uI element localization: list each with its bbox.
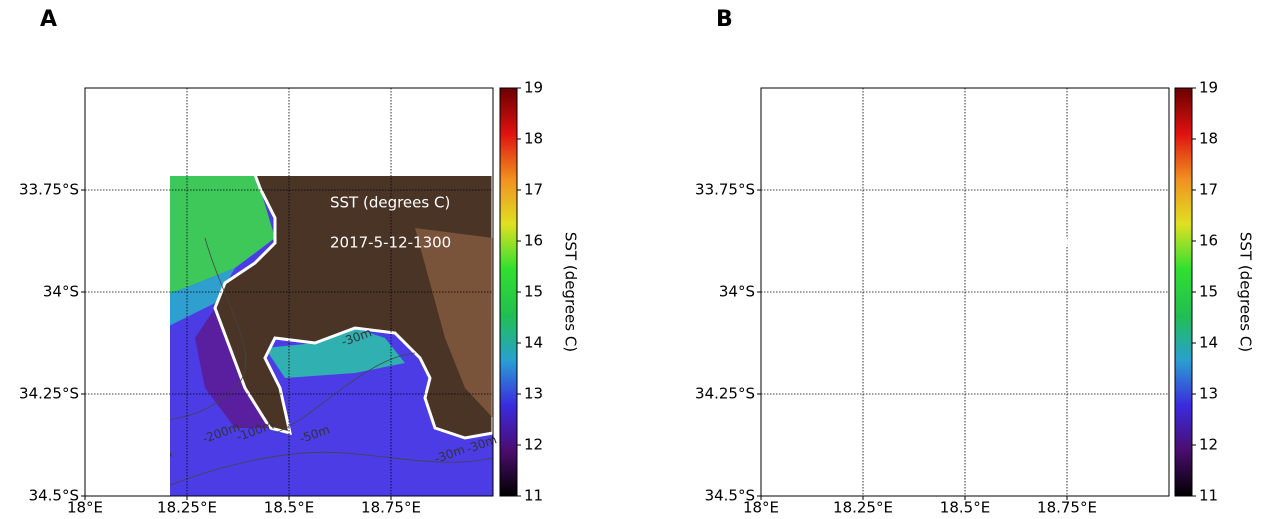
colorbar-tick-label: 13 [524, 385, 543, 403]
map-frame [760, 87, 1170, 497]
colorbar-tick-label: 18 [524, 130, 543, 148]
x-tick-label: 18°E [67, 499, 103, 517]
contour-line [951, 353, 1091, 433]
annotation: VIIRS L2 RR [1006, 154, 1093, 172]
colorbar-label: SST (degrees C) [1237, 232, 1255, 352]
sst-region [170, 268, 235, 326]
sst-region [85, 388, 165, 496]
contour-label: -300m [132, 446, 173, 472]
y-tick-label: 33.75°S [19, 181, 79, 199]
x-tick-label: 18.75°E [1037, 499, 1097, 517]
colorbar-label: SST (degrees C) [562, 232, 580, 352]
land-highlight [415, 228, 493, 418]
contour-label: -30m [1015, 325, 1049, 349]
x-tick-label: 18.25°E [157, 499, 217, 517]
x-tick-label: 18.5°E [940, 499, 990, 517]
annotation: 2017-5-12-1300 [330, 234, 451, 252]
colorbar [1174, 87, 1193, 497]
contour-label: -50m [973, 422, 1007, 446]
colorbar-tick-label: 14 [1199, 334, 1218, 352]
colorbar-tick-label: 19 [524, 79, 543, 97]
colorbar-tick-label: 12 [1199, 436, 1218, 454]
colorbar-tick-label: 16 [524, 232, 543, 250]
colorbar-tick-label: 19 [1199, 79, 1218, 97]
colorbar-tick-label: 17 [524, 181, 543, 199]
map-panel: A -300m-200m-100m -50m-30m-30m-30m 18°E 18.2… [19, 7, 579, 517]
map-frame [84, 87, 494, 497]
contour-label: -50m [1108, 442, 1142, 466]
contour-line [170, 237, 247, 420]
annotation: SST (degrees C) [1006, 194, 1126, 212]
contour-label: -100m [910, 418, 951, 444]
x-tick-label: 18.75°E [361, 499, 421, 517]
colorbar-tick-label: 12 [524, 436, 543, 454]
panel-label: A [40, 7, 57, 32]
colorbar-tick-label: 17 [1199, 181, 1218, 199]
y-tick-label: 34.25°S [19, 385, 79, 403]
x-tick-label: 18.5°E [264, 499, 314, 517]
contour-label: -300m [808, 446, 849, 472]
colorbar-tick-label: 11 [524, 487, 543, 505]
sst-region [761, 88, 951, 373]
colorbar-tick-label: 13 [1199, 385, 1218, 403]
panel-label: B [716, 7, 733, 32]
y-tick-label: 34.5°S [705, 487, 755, 505]
colorbar-tick-label: 15 [524, 283, 543, 301]
colorbar [499, 87, 518, 497]
contour-line [821, 452, 1169, 496]
y-tick-label: 33.75°S [695, 181, 755, 199]
annotation: 2017-10-22-1200 [1006, 234, 1137, 252]
colorbar-tick-label: 15 [1199, 283, 1218, 301]
colorbar-tick-label: 18 [1199, 130, 1218, 148]
y-tick-label: 34°S [43, 283, 79, 301]
y-tick-label: 34.5°S [29, 487, 79, 505]
annotation: VIIRS L2 RR [330, 154, 417, 172]
contour-line [274, 352, 416, 434]
contour-line [170, 451, 494, 486]
sst-region [1031, 328, 1106, 418]
map: -300m-200m-100m -50m-30m-30m-30m [85, 176, 499, 496]
contour-label: -200m [876, 420, 917, 446]
y-tick-label: 34.25°S [695, 385, 755, 403]
contour-label: -30m [1140, 432, 1174, 456]
sst-region [170, 176, 275, 294]
land-highlight [1091, 228, 1169, 418]
colorbar-tick-label: 14 [524, 334, 543, 352]
annotation: SST (degrees C) [330, 194, 450, 212]
y-tick-label: 34°S [719, 283, 755, 301]
sst-region [265, 328, 405, 378]
x-tick-label: 18.25°E [833, 499, 893, 517]
colorbar-tick-label: 11 [1199, 487, 1218, 505]
x-tick-label: 18°E [743, 499, 779, 517]
colorbar-tick-label: 16 [1199, 232, 1218, 250]
land [889, 88, 1169, 438]
